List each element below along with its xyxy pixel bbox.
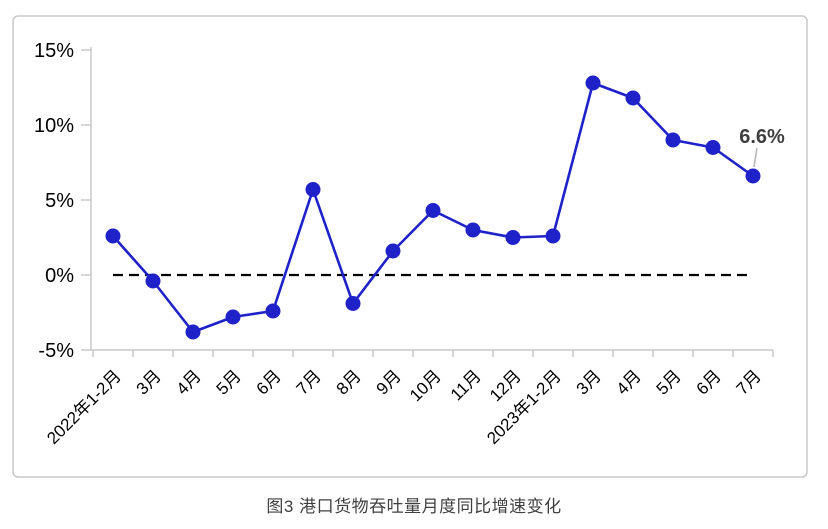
data-point — [585, 75, 601, 91]
y-axis-label: 15% — [34, 40, 74, 62]
data-point — [265, 303, 281, 319]
data-point — [625, 90, 641, 106]
data-point — [665, 132, 681, 148]
data-point — [705, 140, 721, 155]
data-point — [505, 230, 521, 245]
line-chart: 15%10%5%0%-5%2022年1-2月 3月 4月 5月 6月 7月 8月 9月 10月 1… — [12, 15, 808, 478]
data-point — [545, 228, 561, 244]
chart-caption: 图3 港口货物吞吐量月度同比增速变化 — [266, 497, 562, 516]
y-axis-label: 10% — [34, 115, 74, 137]
data-point — [745, 168, 761, 184]
data-point — [145, 273, 161, 289]
annotation-leader-line — [753, 147, 758, 168]
y-axis-label: 0% — [45, 265, 74, 287]
plot-frame — [12, 15, 808, 478]
data-point — [225, 309, 241, 325]
data-point — [345, 296, 361, 311]
data-point — [105, 228, 121, 244]
data-point — [385, 243, 401, 259]
data-point — [425, 203, 441, 218]
data-point — [465, 222, 481, 238]
data-point — [305, 182, 321, 197]
annotation-label: 6.6% — [739, 126, 785, 148]
y-axis-label: 5% — [45, 190, 74, 212]
y-axis-label: -5% — [38, 340, 74, 362]
data-point — [185, 324, 201, 340]
